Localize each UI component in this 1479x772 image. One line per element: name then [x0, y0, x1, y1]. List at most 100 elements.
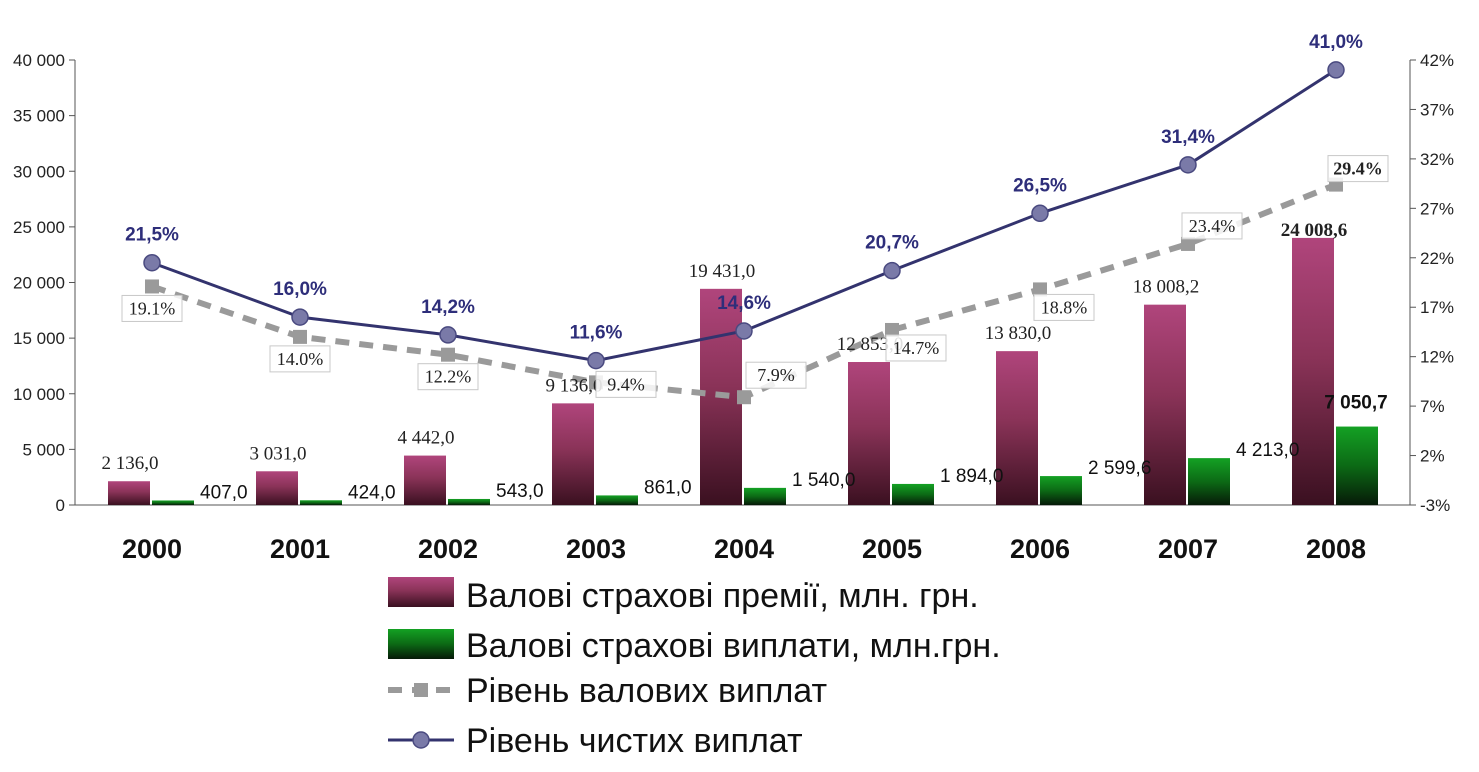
gross-level-marker	[293, 329, 307, 344]
net-level-marker	[735, 322, 753, 340]
bars-layer	[108, 237, 1378, 505]
net-level-label: 14,6%	[717, 293, 771, 314]
premium-value-label: 24 008,6	[1281, 220, 1348, 241]
premium-value-label: 13 830,0	[985, 323, 1052, 344]
gross-level-label-box	[1181, 212, 1243, 240]
net-level-label: 16,0%	[273, 279, 327, 300]
gross-level-label-box	[269, 345, 331, 373]
legend-premium-label: Валові страхові премії, млн. грн.	[466, 577, 979, 615]
gross-level-marker	[1181, 236, 1195, 251]
net-level-marker	[143, 253, 161, 272]
right-tick-label: 12%	[1420, 348, 1454, 367]
category-label: 2006	[1010, 534, 1070, 564]
payout-bar	[596, 495, 638, 505]
legend-gross-label: Рівень валових виплат	[466, 672, 827, 710]
net-level-label: 26,5%	[1013, 175, 1067, 196]
payout-bar	[892, 483, 934, 505]
payout-value-label: 2 599,6	[1088, 458, 1151, 479]
left-tick-label: 40 000	[13, 51, 65, 70]
left-tick-label: 35 000	[13, 107, 65, 126]
net-level-label: 11,6%	[570, 323, 623, 344]
premium-bar	[108, 481, 150, 505]
net-level-marker	[1179, 156, 1197, 174]
payout-value-label: 7 050,7	[1324, 393, 1387, 414]
gross-level-label: 18.8%	[1041, 297, 1088, 317]
premium-value-label: 18 008,2	[1133, 277, 1200, 298]
gross-level-marker	[441, 347, 455, 362]
lines-layer	[143, 61, 1345, 405]
gross-level-label-box	[1327, 155, 1389, 183]
right-tick-label: -3%	[1420, 496, 1450, 515]
net-level-marker	[1327, 61, 1345, 79]
gross-level-label: 7.9%	[757, 365, 795, 385]
gross-level-marker	[737, 390, 751, 405]
net-level-label: 14,2%	[421, 297, 475, 318]
category-label: 2001	[270, 534, 330, 564]
payout-value-label: 543,0	[496, 481, 544, 502]
gross-level-label: 29.4%	[1333, 159, 1383, 179]
legend-gross-swatch-marker	[414, 683, 428, 697]
gross-level-label: 23.4%	[1189, 216, 1236, 236]
category-label: 2008	[1306, 534, 1366, 564]
left-tick-label: 30 000	[13, 162, 65, 181]
left-tick-label: 0	[56, 496, 65, 515]
payout-bar	[448, 498, 490, 505]
left-tick-label: 20 000	[13, 274, 65, 293]
payout-bar	[1336, 426, 1378, 505]
premium-bar	[552, 403, 594, 505]
category-labels: 2000 2001 2002 2003 2004 2005 2006 2007 2008	[122, 534, 1366, 564]
category-label: 2000	[122, 534, 182, 564]
legend-premium-swatch	[388, 577, 454, 607]
left-tick-label: 5 000	[22, 440, 65, 459]
payout-bar	[1188, 458, 1230, 505]
right-tick-label: 2%	[1420, 447, 1445, 466]
net-level-marker	[883, 261, 901, 280]
gross-level-label: 19.1%	[129, 298, 176, 318]
premium-bar	[848, 362, 890, 505]
net-level-marker	[439, 326, 457, 344]
net-level-marker	[291, 308, 309, 326]
payout-bar	[300, 500, 342, 505]
payout-bar	[744, 487, 786, 505]
gross-level-label: 14.7%	[893, 338, 940, 358]
gross-level-label: 9.4%	[607, 374, 645, 394]
left-axis: 0 5 000 10 000 15 000 20 000 25 000 30 000 35 0…	[13, 51, 1410, 515]
premium-bar	[1144, 304, 1186, 505]
payout-value-label: 1 540,0	[792, 470, 855, 491]
gross-level-marker	[885, 322, 899, 337]
gross-level-label-box	[745, 361, 807, 389]
payout-value-label: 424,0	[348, 482, 396, 503]
payout-value-label: 1 894,0	[940, 466, 1003, 487]
premium-bar	[996, 351, 1038, 505]
right-tick-label: 37%	[1420, 100, 1454, 119]
net-level-marker	[1031, 204, 1049, 223]
category-label: 2004	[714, 534, 774, 564]
premium-value-label: 4 442,0	[398, 428, 455, 449]
payout-bar	[1040, 476, 1082, 505]
premium-bar	[256, 471, 298, 505]
net-level-label: 20,7%	[865, 233, 919, 254]
category-label: 2002	[418, 534, 478, 564]
legend: Валові страхові премії, млн. грн. Валові …	[388, 577, 1001, 760]
right-tick-label: 7%	[1420, 397, 1445, 416]
gross-level-marker	[1033, 282, 1047, 297]
premium-value-label: 2 136,0	[102, 453, 159, 474]
gross-level-label: 12.2%	[425, 367, 472, 387]
payout-value-label: 4 213,0	[1236, 440, 1299, 461]
data-labels-layer: 2 136,0 3 031,04 442,09 136,019 431,012 8…	[102, 32, 1389, 503]
net-level-label: 21,5%	[125, 225, 179, 246]
premium-value-label: 9 136,0	[546, 375, 603, 396]
payout-value-label: 861,0	[644, 477, 692, 498]
right-tick-label: 22%	[1420, 249, 1454, 268]
net-level-marker	[587, 351, 605, 370]
right-tick-label: 32%	[1420, 150, 1454, 169]
gross-level-label: 14.0%	[277, 349, 324, 369]
left-tick-label: 25 000	[13, 218, 65, 237]
premium-value-label: 19 431,0	[689, 261, 756, 282]
gross-level-marker	[145, 279, 159, 294]
category-label: 2007	[1158, 534, 1218, 564]
legend-payout-swatch	[388, 629, 454, 659]
premium-value-label: 3 031,0	[250, 443, 307, 464]
legend-net-label: Рівень чистих виплат	[466, 722, 803, 760]
